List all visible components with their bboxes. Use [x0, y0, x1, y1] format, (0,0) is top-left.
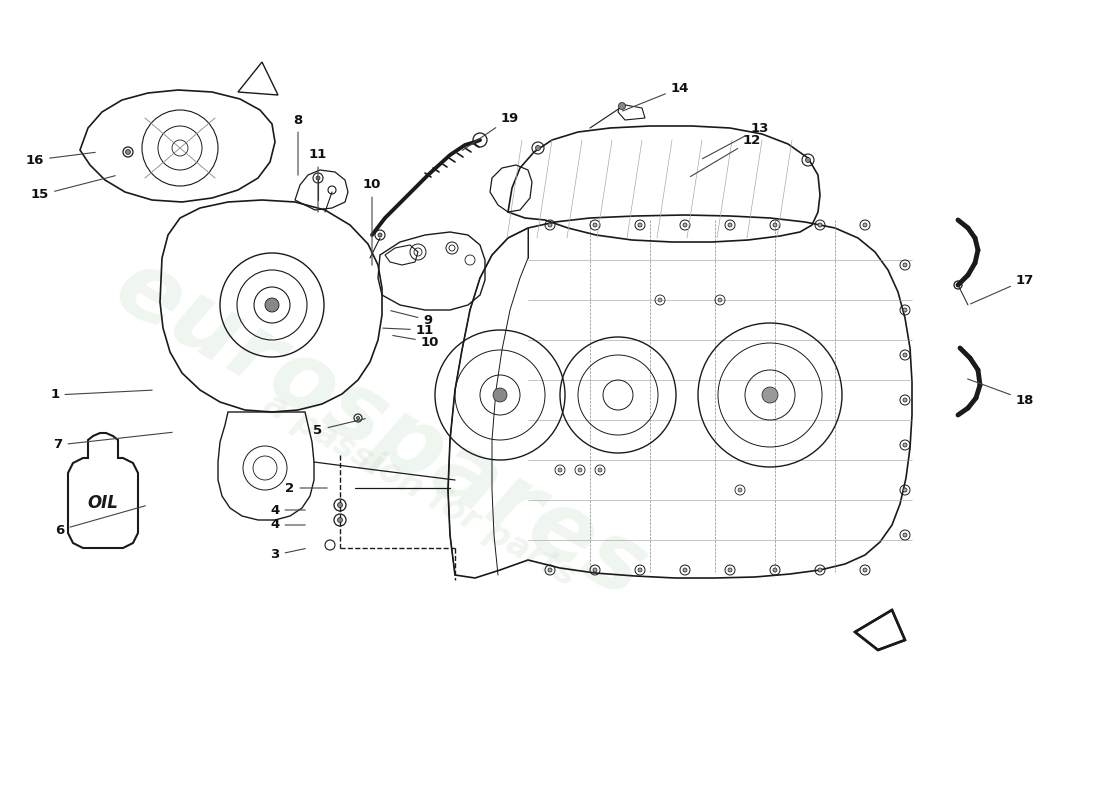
Circle shape	[638, 568, 642, 572]
Circle shape	[738, 488, 742, 492]
Circle shape	[638, 223, 642, 227]
Text: 11: 11	[309, 149, 327, 212]
Circle shape	[593, 223, 597, 227]
Circle shape	[683, 223, 688, 227]
Circle shape	[728, 223, 732, 227]
Circle shape	[548, 568, 552, 572]
Circle shape	[773, 568, 777, 572]
Text: 8: 8	[294, 114, 302, 175]
Circle shape	[316, 176, 320, 180]
Text: a passion for parts: a passion for parts	[258, 387, 582, 593]
Text: 9: 9	[390, 310, 432, 326]
Circle shape	[903, 398, 907, 402]
Text: 10: 10	[393, 335, 439, 349]
Circle shape	[818, 223, 822, 227]
Circle shape	[728, 568, 732, 572]
Text: 2: 2	[285, 482, 327, 494]
Text: 15: 15	[31, 176, 116, 202]
Circle shape	[818, 568, 822, 572]
Circle shape	[903, 353, 907, 357]
Circle shape	[578, 468, 582, 472]
Circle shape	[864, 223, 867, 227]
Circle shape	[558, 468, 562, 472]
Text: 11: 11	[383, 323, 434, 337]
Circle shape	[658, 298, 662, 302]
Text: 13: 13	[703, 122, 769, 158]
Text: 1: 1	[51, 389, 152, 402]
Text: 14: 14	[623, 82, 690, 111]
Circle shape	[618, 102, 626, 110]
Circle shape	[598, 468, 602, 472]
Text: 18: 18	[968, 379, 1034, 406]
Circle shape	[338, 518, 342, 522]
Text: 4: 4	[271, 518, 305, 531]
Text: eurospares: eurospares	[98, 241, 662, 619]
Circle shape	[493, 388, 507, 402]
Circle shape	[548, 223, 552, 227]
Circle shape	[338, 502, 342, 507]
Circle shape	[683, 568, 688, 572]
Text: 3: 3	[271, 549, 306, 562]
Text: 4: 4	[271, 503, 305, 517]
Circle shape	[903, 263, 907, 267]
Text: 16: 16	[25, 152, 96, 166]
Circle shape	[762, 387, 778, 403]
Circle shape	[903, 488, 907, 492]
Circle shape	[903, 533, 907, 537]
Circle shape	[903, 308, 907, 312]
Circle shape	[903, 443, 907, 447]
Text: 7: 7	[54, 432, 173, 451]
Text: OIL: OIL	[88, 494, 119, 512]
Circle shape	[536, 146, 540, 150]
Circle shape	[773, 223, 777, 227]
Circle shape	[718, 298, 722, 302]
Circle shape	[125, 150, 131, 154]
Text: 19: 19	[462, 111, 519, 150]
Circle shape	[378, 233, 382, 237]
Circle shape	[265, 298, 279, 312]
Circle shape	[864, 568, 867, 572]
Text: 17: 17	[970, 274, 1034, 304]
Circle shape	[593, 568, 597, 572]
Text: 12: 12	[691, 134, 761, 177]
Circle shape	[356, 417, 360, 419]
Text: 6: 6	[55, 506, 145, 537]
Text: 5: 5	[314, 418, 365, 437]
Circle shape	[805, 158, 811, 162]
Text: 10: 10	[363, 178, 382, 266]
